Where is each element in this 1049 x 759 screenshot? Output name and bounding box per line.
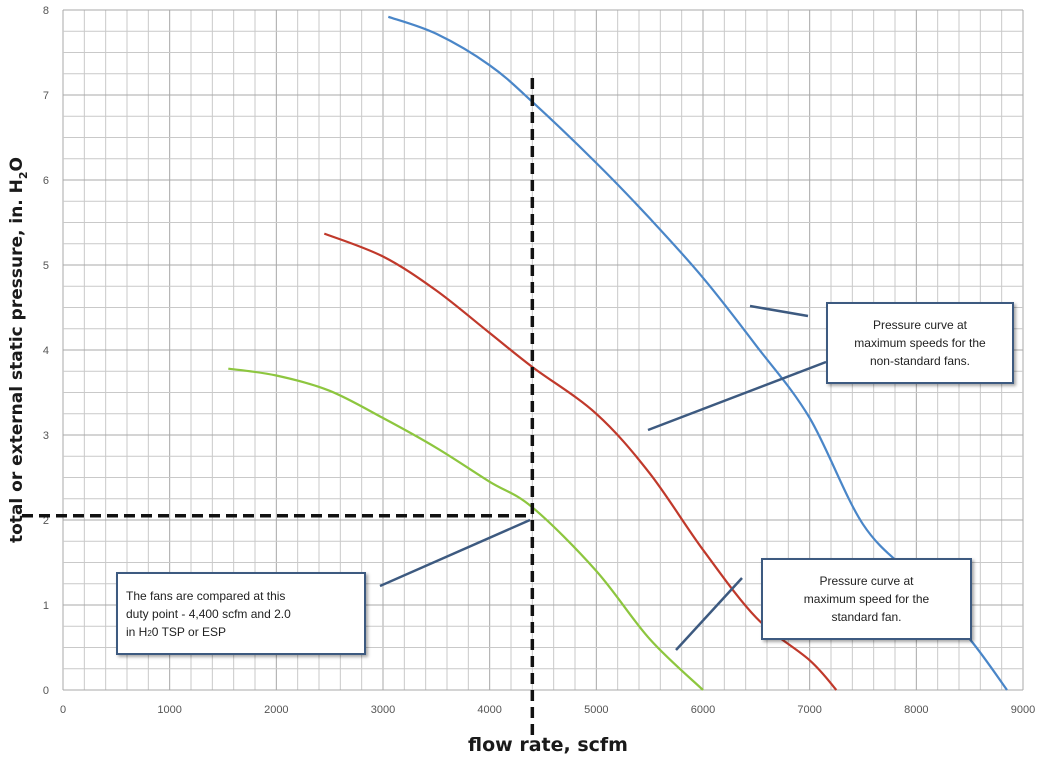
callout-leader-line [647, 360, 827, 432]
y-axis-title-end: O [7, 157, 27, 171]
duty-text-line-1: The fans are compared at this [126, 588, 286, 603]
duty-text-line-3: in H20 TSP or ESP [126, 623, 291, 641]
x-tick-label: 5000 [584, 704, 608, 716]
x-tick-label: 1000 [157, 704, 181, 716]
x-tick-label: 4000 [477, 704, 501, 716]
y-axis-title-sub: 2 [17, 171, 30, 179]
annotation-nonstandard-fans: Pressure curve at maximum speeds for the… [826, 302, 1014, 384]
x-tick-label: 0 [60, 704, 66, 716]
duty-text-pre: in H [126, 624, 148, 639]
x-tick-label: 2000 [264, 704, 288, 716]
duty-text-line-2: duty point - 4,400 scfm and 2.0 [126, 606, 291, 621]
y-tick-label: 1 [43, 600, 49, 612]
callout-leader-lines [379, 304, 827, 651]
y-tick-label: 6 [43, 175, 49, 187]
duty-point-lines [22, 78, 535, 735]
annotation-standard-text: Pressure curve at maximum speed for the … [803, 574, 930, 624]
x-tick-label: 8000 [904, 704, 928, 716]
duty-text-post: 0 TSP or ESP [151, 624, 227, 639]
x-tick-label: 9000 [1011, 704, 1035, 716]
y-tick-label: 4 [43, 345, 49, 357]
y-tick-label: 0 [43, 685, 49, 697]
callout-leader-line [675, 577, 743, 651]
y-tick-label: 2 [43, 515, 49, 527]
annotation-duty-text: The fans are compared at this duty point… [126, 587, 291, 641]
x-axis-title: flow rate, scfm [468, 734, 628, 756]
series-line-standard-fan [323, 232, 838, 691]
callout-leader-line [379, 518, 531, 588]
y-axis-title-main: total or external static pressure, in. H [7, 179, 27, 543]
callout-leader-line [749, 304, 809, 318]
y-tick-label: 8 [43, 5, 49, 17]
x-tick-labels: 0 1000 2000 3000 4000 5000 6000 7000 8000 9000 [60, 704, 1035, 716]
annotation-standard-fan: Pressure curve at maximum speed for the … [761, 558, 972, 640]
annotation-nonstandard-text: Pressure curve at maximum speeds for the… [854, 318, 986, 368]
duty-text-sub: 2 [147, 628, 152, 638]
y-axis-title: total or external static pressure, in. H… [7, 157, 30, 543]
y-tick-label: 3 [43, 430, 49, 442]
y-tick-labels: 0 1 2 3 4 5 6 7 8 [43, 5, 49, 697]
annotation-duty-point: The fans are compared at this duty point… [116, 572, 366, 655]
x-tick-label: 3000 [371, 704, 395, 716]
series-line-green [228, 367, 704, 691]
y-tick-label: 5 [43, 260, 49, 272]
x-tick-label: 6000 [691, 704, 715, 716]
y-tick-label: 7 [43, 90, 49, 102]
x-tick-label: 7000 [797, 704, 821, 716]
